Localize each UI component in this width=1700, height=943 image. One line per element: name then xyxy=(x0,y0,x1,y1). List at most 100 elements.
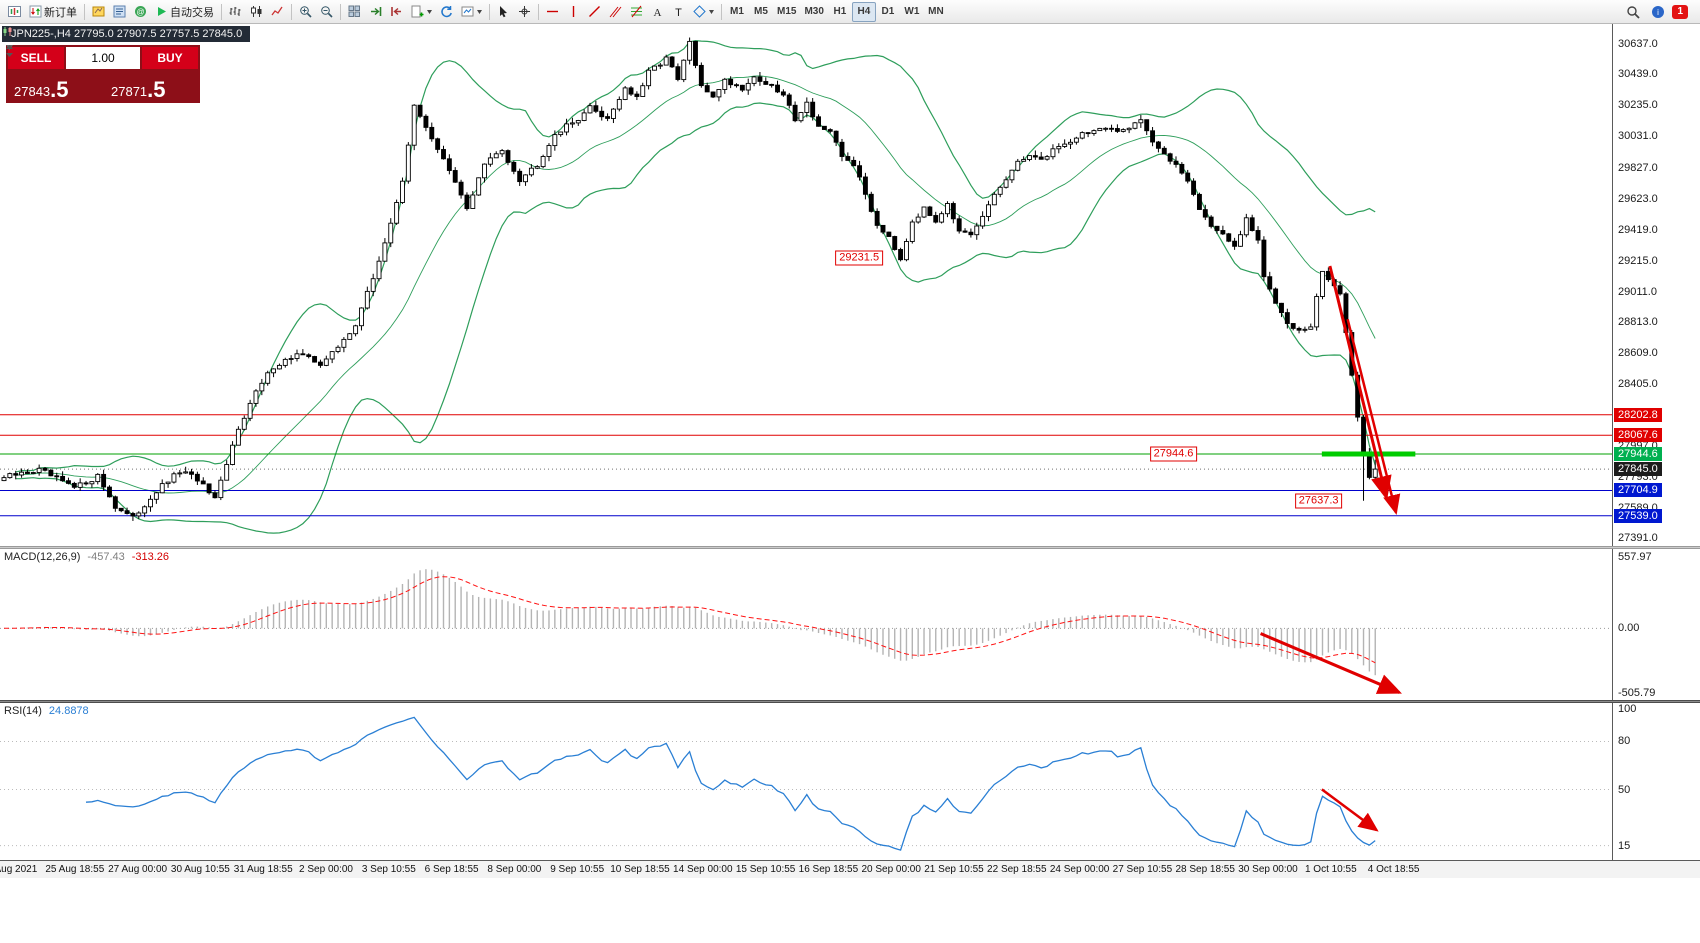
chart-overlay: JPN225-,H4 27795.0 27907.5 27757.5 27845… xyxy=(0,24,1612,546)
new-chart-button[interactable] xyxy=(407,2,436,22)
trendline-button[interactable] xyxy=(584,2,605,22)
rsi-header: RSI(14) 24.8878 xyxy=(4,705,89,717)
rsi-line xyxy=(85,716,1376,851)
timeframe-w1-button-label: W1 xyxy=(904,6,920,17)
profiles-button[interactable] xyxy=(436,2,457,22)
price-axis[interactable]: 30637.0 30439.0 30235.0 30031.0 29827.0 29623… xyxy=(1612,24,1700,546)
vertical-line-button[interactable] xyxy=(563,2,584,22)
chart-shift-button[interactable] xyxy=(386,2,407,22)
text-button[interactable]: A xyxy=(647,2,668,22)
fibonacci-button[interactable] xyxy=(626,2,647,22)
cursor-icon xyxy=(497,5,510,18)
zoom-in-button[interactable] xyxy=(295,2,316,22)
rsi-axis-label: 80 xyxy=(1618,735,1631,748)
time-axis-label: 22 Sep 18:55 xyxy=(987,864,1047,875)
bollinger-lower-band xyxy=(15,102,1376,534)
macd-chart[interactable] xyxy=(0,549,1612,700)
time-axis-label: 6 Sep 18:55 xyxy=(424,864,479,875)
candlestick-chart-button[interactable] xyxy=(246,2,267,22)
mql5-community-button[interactable]: i xyxy=(1647,2,1669,22)
timeframe-w1-button[interactable]: W1 xyxy=(900,2,924,22)
price-axis-label: 28609.0 xyxy=(1618,346,1658,359)
svg-text:T: T xyxy=(675,7,682,18)
timeframe-m1-button[interactable]: M1 xyxy=(725,2,749,22)
time-axis-label: 31 Aug 18:55 xyxy=(233,864,293,875)
macd-main-value: -457.43 xyxy=(87,551,125,563)
timeframe-mn-button[interactable]: MN xyxy=(924,2,948,22)
crosshair-button[interactable] xyxy=(514,2,535,22)
main-chart-panel[interactable]: JPN225-,H4 27795.0 27907.5 27757.5 27845… xyxy=(0,24,1612,546)
volume-value: 1.00 xyxy=(91,51,115,65)
price-axis-label: 28405.0 xyxy=(1618,377,1658,390)
metaeditor-button[interactable] xyxy=(88,2,109,22)
search-button[interactable] xyxy=(1622,2,1644,22)
trade-prices-row: 27843.5 27871.5 xyxy=(8,71,198,101)
chart-window-icon[interactable] xyxy=(4,2,25,22)
timeframe-h1-button[interactable]: H1 xyxy=(828,2,852,22)
line-chart-button[interactable] xyxy=(267,2,288,22)
timeframe-m30-button[interactable]: M30 xyxy=(800,2,827,22)
horizontal-line-button[interactable] xyxy=(542,2,563,22)
volume-input[interactable]: 1.00 xyxy=(6,45,140,69)
community-button[interactable]: @ xyxy=(130,2,151,22)
sell-price: 27843.5 xyxy=(14,77,69,102)
cursor-button[interactable] xyxy=(493,2,514,22)
time-axis-label: 15 Sep 10:55 xyxy=(735,864,796,875)
panel-divider-macd[interactable] xyxy=(0,546,1700,549)
price-callout[interactable]: 29231.5 xyxy=(835,250,884,266)
trend-arrow[interactable] xyxy=(1259,632,1402,694)
timeframe-h4-button-label: H4 xyxy=(857,6,871,17)
sell-button[interactable]: SELL xyxy=(8,47,64,69)
rsi-chart[interactable] xyxy=(0,703,1612,860)
time-axis-label: 3 Sep 10:55 xyxy=(361,864,416,875)
trend-arrow[interactable] xyxy=(1321,788,1379,832)
macd-panel[interactable]: MACD(12,26,9) -457.43 -313.26 xyxy=(0,549,1612,700)
toolbar-left: 新订单 @ 自动交易 A T M1 M5 M15 M30 H1 H4 D1 W1 MN xyxy=(4,0,948,23)
auto-scroll-button[interactable] xyxy=(365,2,386,22)
buy-button[interactable]: BUY xyxy=(142,47,198,69)
price-callout[interactable]: 27637.3 xyxy=(1294,493,1343,509)
timeframe-m15-button[interactable]: M15 xyxy=(773,2,800,22)
market-watch-button[interactable] xyxy=(109,2,130,22)
autotrading-button[interactable]: 自动交易 xyxy=(151,2,218,22)
price-axis-marker: 27944.6 xyxy=(1614,446,1662,461)
timeframe-h1-button-label: H1 xyxy=(833,6,847,17)
templates-button[interactable] xyxy=(457,2,486,22)
shapes-icon xyxy=(693,5,706,18)
toolbar-separator xyxy=(221,3,222,20)
timeframe-d1-button[interactable]: D1 xyxy=(876,2,900,22)
trend-arrow[interactable] xyxy=(1346,318,1401,515)
price-axis-marker: 27539.0 xyxy=(1614,508,1662,523)
time-axis-label: 14 Sep 00:00 xyxy=(673,864,733,875)
notification-badge[interactable]: 1 xyxy=(1672,4,1688,19)
label-button[interactable]: T xyxy=(668,2,689,22)
price-axis-label: 30439.0 xyxy=(1618,68,1658,81)
tile-windows-button[interactable] xyxy=(344,2,365,22)
bar-chart-button[interactable] xyxy=(225,2,246,22)
zoom-out-button[interactable] xyxy=(316,2,337,22)
toolbar-separator xyxy=(84,3,85,20)
price-axis-marker: 28202.8 xyxy=(1614,407,1662,422)
svg-text:A: A xyxy=(654,7,662,18)
price-axis-label: 29827.0 xyxy=(1618,161,1658,174)
time-axis-label: 16 Sep 18:55 xyxy=(798,864,859,875)
dropdown-caret-icon xyxy=(427,9,432,14)
trend-arrow[interactable] xyxy=(1328,265,1392,501)
price-chart[interactable] xyxy=(0,24,1612,546)
timeframe-h4-button[interactable]: H4 xyxy=(851,1,876,22)
price-callout[interactable]: 27944.6 xyxy=(1149,446,1198,462)
community-icon: @ xyxy=(134,5,147,18)
shapes-button[interactable] xyxy=(689,2,718,22)
equidistant-channel-button[interactable] xyxy=(605,2,626,22)
rsi-panel[interactable]: RSI(14) 24.8878 xyxy=(0,703,1612,860)
rsi-axis-label: 100 xyxy=(1618,703,1637,716)
timeframe-m5-button[interactable]: M5 xyxy=(749,2,773,22)
price-axis-label: 29215.0 xyxy=(1618,254,1658,267)
time-axis-label: 30 Sep 00:00 xyxy=(1238,864,1298,875)
toolbar-separator xyxy=(291,3,292,20)
panel-divider-rsi[interactable] xyxy=(0,700,1700,703)
new-order-button[interactable]: 新订单 xyxy=(25,2,81,22)
time-axis-label: 27 Sep 10:55 xyxy=(1112,864,1173,875)
